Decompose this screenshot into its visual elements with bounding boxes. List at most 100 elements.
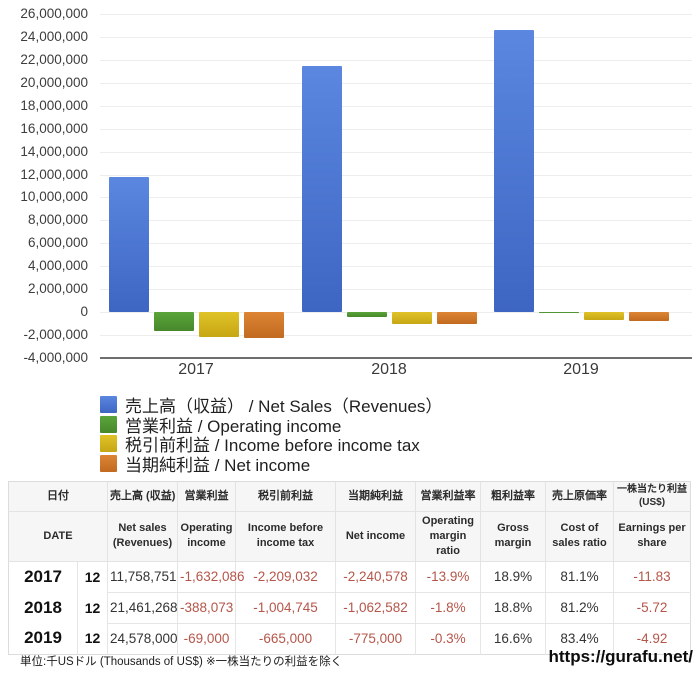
bar-operating-income-2018[interactable] <box>346 312 387 317</box>
bar-net-sales-2019[interactable] <box>493 30 534 313</box>
value-cell: 18.8% <box>480 592 546 624</box>
value-cell: 81.1% <box>545 561 614 593</box>
bar-net-income-2019[interactable] <box>628 312 669 321</box>
legend-label: 営業利益 / Operating income <box>125 416 342 436</box>
y-axis-tick-label: -2,000,000 <box>23 327 88 343</box>
legend-item-operating-income: 営業利益 / Operating income <box>100 415 442 436</box>
value-cell: 81.2% <box>545 592 614 624</box>
grid-line <box>100 14 692 15</box>
value-cell: -1,632,086 <box>177 561 245 593</box>
grid-line <box>100 220 692 222</box>
table-row-2018: 2018 12 21,461,268 -388,073 -1,004,745 -1,062… <box>8 592 691 624</box>
value-cell: 16.6% <box>480 623 546 655</box>
value-cell: -1.8% <box>415 592 481 624</box>
grid-line <box>100 151 692 153</box>
bar-net-income-2017[interactable] <box>243 312 284 338</box>
y-axis-tick-label: 2,000,000 <box>27 281 88 297</box>
column-header-en: Net sales (Revenues) <box>107 511 178 562</box>
bar-operating-income-2019[interactable] <box>538 312 579 314</box>
value-cell: -1,062,582 <box>335 592 416 624</box>
bar-operating-income-2017[interactable] <box>153 312 194 331</box>
y-axis-tick-label: 6,000,000 <box>27 235 88 251</box>
grid-line <box>100 289 692 291</box>
bar-net-sales-2018[interactable] <box>301 66 342 313</box>
legend-item-net-sales: 売上高（収益） / Net Sales（Revenues） <box>100 395 443 417</box>
legend-color-chip <box>100 454 117 472</box>
year-cell: 2019 <box>8 623 78 655</box>
x-axis-category-label: 2017 <box>178 361 214 378</box>
bar-net-income-2018[interactable] <box>436 312 477 325</box>
year-cell: 2018 <box>8 592 78 624</box>
grid-line <box>100 36 692 38</box>
y-axis-tick-label: 26,000,000 <box>20 6 88 21</box>
column-header-en: Earnings per share <box>613 511 691 562</box>
legend-label: 税引前利益 / Income before income tax <box>125 436 420 456</box>
column-header-ja: 売上高 (収益) <box>107 481 178 512</box>
x-axis-category-label: 2018 <box>371 361 407 378</box>
value-cell: -2,209,032 <box>235 561 336 593</box>
value-cell: -4.92 <box>636 631 668 647</box>
value-cell: -5.72 <box>613 592 691 624</box>
column-header-en: Income before income tax <box>235 511 336 562</box>
site-url: https://gurafu.net/ <box>548 647 693 666</box>
legend-label: 当期純利益 / Net income <box>125 455 311 475</box>
column-header-ja: 営業利益 <box>177 481 236 512</box>
y-axis-tick-label: 20,000,000 <box>20 74 88 90</box>
month-cell: 12 <box>77 623 108 655</box>
column-header-en: Operating income <box>177 511 236 562</box>
y-axis-tick-label: 24,000,000 <box>20 28 88 44</box>
grid-line <box>100 105 692 107</box>
y-axis-tick-label: 18,000,000 <box>20 97 88 113</box>
column-header-ja: 粗利益率 <box>480 481 546 512</box>
y-axis-tick-label: 14,000,000 <box>20 143 88 159</box>
grid-line <box>100 128 692 130</box>
column-header-ja: 日付 <box>8 481 108 512</box>
legend-color-chip <box>100 396 117 414</box>
column-header-ja: 当期純利益 <box>335 481 416 512</box>
y-axis-tick-label: 22,000,000 <box>20 51 88 67</box>
value-cell: 24,578,000 <box>107 623 178 655</box>
grid-line <box>100 82 692 84</box>
bar-net-sales-2017[interactable] <box>108 177 149 313</box>
column-header-ja: 税引前利益 <box>235 481 336 512</box>
y-axis-tick-label: -4,000,000 <box>23 350 88 365</box>
value-cell: -775,000 <box>335 623 416 655</box>
financials-table: 日付 売上高 (収益) 営業利益 税引前利益 当期純利益 営業利益率 粗利益率 売上原価率 一株… <box>8 481 691 655</box>
legend-item-income-before-income-tax: 税引前利益 / Income before income tax <box>100 434 442 456</box>
value-cell: -0.3% <box>415 623 481 655</box>
month-cell: 12 <box>77 561 108 593</box>
column-header-en: Cost of sales ratio <box>545 511 614 562</box>
x-axis-line <box>100 357 692 359</box>
value-cell: 83.4% <box>545 623 614 655</box>
legend-label: 売上高（収益） / Net Sales（Revenues） <box>125 397 443 417</box>
chart-legend: 売上高（収益） / Net Sales（Revenues） 営業利益 / Oper… <box>100 395 443 475</box>
value-cell: 21,461,268 <box>107 592 178 624</box>
value-cell: 18.9% <box>480 561 546 593</box>
bar-income-before-income-tax-2017[interactable] <box>198 312 239 338</box>
column-header-en: Net income <box>335 511 416 562</box>
legend-color-chip <box>100 415 117 433</box>
bar-income-before-income-tax-2019[interactable] <box>583 312 624 320</box>
y-axis-tick-label: 12,000,000 <box>20 166 88 182</box>
y-axis-tick-label: 16,000,000 <box>20 120 88 136</box>
x-axis-category-label: 2019 <box>563 361 599 378</box>
bar-chart: -4,000,000 -2,000,000 0 2,000,000 4,000,000 6… <box>20 6 692 378</box>
y-axis-tick-label: 8,000,000 <box>27 212 88 228</box>
y-axis-tick-label: 10,000,000 <box>20 189 88 205</box>
grid-line <box>100 243 692 245</box>
legend-item-net-income: 当期純利益 / Net income <box>100 454 442 475</box>
grid-line <box>100 266 692 268</box>
grid-line <box>100 59 692 61</box>
value-cell: -2,240,578 <box>335 561 416 593</box>
value-cell: -69,000 <box>177 623 236 655</box>
table-row-2017: 2017 12 11,758,751 -1,632,086 -2,209,032 -2,2… <box>8 561 691 593</box>
column-header-en: Gross margin <box>480 511 546 562</box>
table-row-2019: 2019 12 24,578,000 -69,000 -665,000 -775,000-… <box>8 623 691 655</box>
value-cell: -1,004,745 <box>235 592 336 624</box>
y-axis-tick-label: 4,000,000 <box>27 258 88 274</box>
month-cell: 12 <box>77 592 108 624</box>
column-header-ja: 一株当たり利益 (US$) <box>613 481 691 512</box>
column-header-ja: 営業利益率 <box>415 481 481 512</box>
grid-line <box>100 335 692 337</box>
bar-income-before-income-tax-2018[interactable] <box>391 312 432 324</box>
